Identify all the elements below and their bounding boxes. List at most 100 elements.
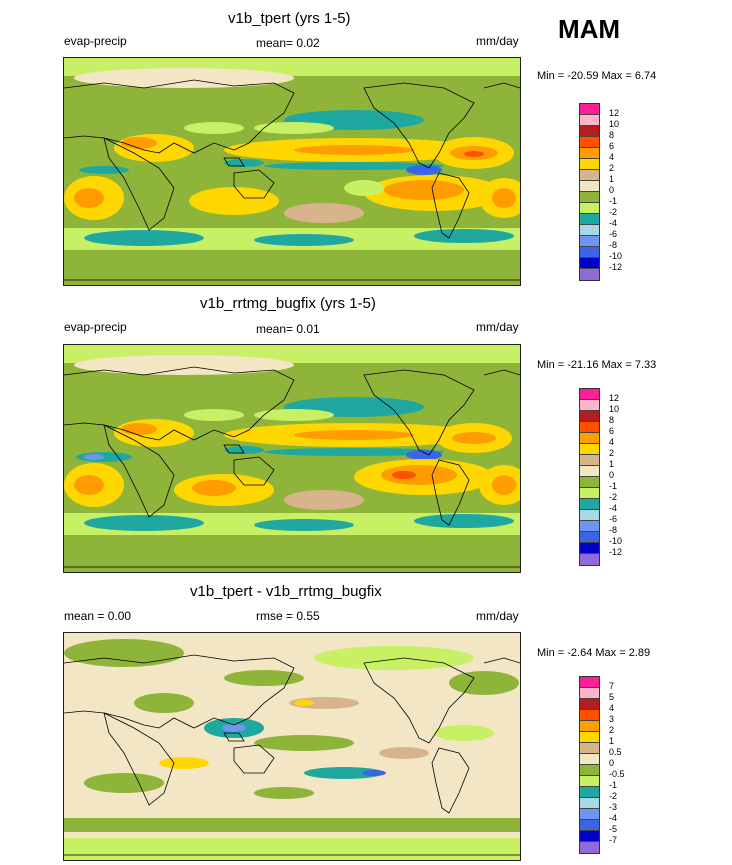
panel2-swatch	[580, 521, 599, 532]
panel1-tick-label: -6	[609, 229, 618, 239]
panel3-tick-label: 3	[609, 714, 615, 724]
panel1-tick-label: -10	[609, 251, 623, 261]
panel1-tick-label: 0	[609, 185, 615, 195]
panel2-tick-label: -2	[609, 492, 618, 502]
panel2-tick-label: -4	[609, 503, 618, 513]
panel3-swatch	[580, 809, 599, 820]
panel2-swatch	[580, 444, 599, 455]
panel2-tick-label: -1	[609, 481, 618, 491]
panel3-minmax: Min = -2.64 Max = 2.89	[537, 647, 651, 659]
panel1-swatch	[580, 159, 599, 170]
panel3-swatch	[580, 798, 599, 809]
panel1-swatch	[580, 225, 599, 236]
panel1-tick-label: 4	[609, 152, 615, 162]
panel2-tick-label: 1	[609, 459, 615, 469]
panel1-swatch	[580, 247, 599, 258]
panel1-swatch	[580, 203, 599, 214]
panel2-tick-label: 12	[609, 393, 620, 403]
panel3-tick-label: 5	[609, 692, 615, 702]
panel3-rmse-label: rmse = 0.55	[256, 609, 320, 623]
panel1-swatch	[580, 214, 599, 225]
panel1-swatch	[580, 269, 599, 280]
panel3-swatch	[580, 820, 599, 831]
panel2-tick-label: 2	[609, 448, 615, 458]
panel2-title: v1b_rrtmg_bugfix (yrs 1-5)	[200, 295, 376, 312]
panel2-tick-label: 8	[609, 415, 615, 425]
panel1-tick-label: 6	[609, 141, 615, 151]
panel2-units-label: mm/day	[476, 320, 519, 334]
panel1-swatch	[580, 192, 599, 203]
panel1-tick-label: -12	[609, 262, 623, 272]
panel2-map	[63, 344, 521, 573]
panel3-swatch	[580, 743, 599, 754]
panel3-swatch	[580, 776, 599, 787]
season-label: MAM	[558, 14, 621, 44]
panel3-mean-label: mean = 0.00	[64, 609, 132, 623]
panel2-swatch	[580, 400, 599, 411]
panel1-tick-label: -8	[609, 240, 618, 250]
panel1-tick-label: -2	[609, 207, 618, 217]
panel3-tick-label: -1	[609, 780, 618, 790]
panel2-tick-label: -10	[609, 536, 623, 546]
panel3-swatch	[580, 765, 599, 776]
panel2-swatch	[580, 488, 599, 499]
panel3-tick-label: -0.5	[609, 769, 625, 779]
panel1-tick-label: 8	[609, 130, 615, 140]
panel2-colorbar	[579, 388, 600, 566]
panel3-map	[63, 632, 521, 861]
panel1-swatch	[580, 258, 599, 269]
panel3-units-label: mm/day	[476, 609, 519, 623]
panel1-tick-label: 12	[609, 108, 620, 118]
panel1-swatch	[580, 236, 599, 247]
panel3-tick-label: 1	[609, 736, 615, 746]
panel1-colorbar	[579, 103, 600, 281]
panel1-tick-label: -1	[609, 196, 618, 206]
panel3-swatch	[580, 787, 599, 798]
panel3-tick-label: -5	[609, 824, 618, 834]
panel2-tick-label: -8	[609, 525, 618, 535]
panel3-tick-label: -2	[609, 791, 618, 801]
panel2-swatch	[580, 532, 599, 543]
panel3-swatch	[580, 842, 599, 853]
panel2-swatch	[580, 554, 599, 565]
panel2-swatch	[580, 455, 599, 466]
panel2-swatch	[580, 466, 599, 477]
panel3-tick-label: 4	[609, 703, 615, 713]
panel2-swatch	[580, 411, 599, 422]
panel2-swatch	[580, 499, 599, 510]
panel1-swatch	[580, 170, 599, 181]
panel2-tick-label: 6	[609, 426, 615, 436]
panel2-tick-label: 10	[609, 404, 620, 414]
panel3-colorbar	[579, 676, 600, 854]
panel3-swatch	[580, 699, 599, 710]
panel3-tick-label: 0	[609, 758, 615, 768]
panel1-tick-label: 2	[609, 163, 615, 173]
panel2-left-label: evap-precip	[64, 320, 127, 334]
panel3-swatch	[580, 732, 599, 743]
panel3-tick-label: 2	[609, 725, 615, 735]
panel2-swatch	[580, 510, 599, 521]
panel3-tick-label: 0.5	[609, 747, 622, 757]
panel2-tick-label: 0	[609, 470, 615, 480]
panel2-swatch	[580, 543, 599, 554]
panel1-tick-label: 10	[609, 119, 620, 129]
panel1-swatch	[580, 126, 599, 137]
panel3-swatch	[580, 677, 599, 688]
panel2-tick-label: -12	[609, 547, 623, 557]
panel2-minmax: Min = -21.16 Max = 7.33	[537, 359, 657, 371]
panel1-minmax: Min = -20.59 Max = 6.74	[537, 70, 657, 82]
panel3-tick-label: -7	[609, 835, 618, 845]
panel3-tick-label: -3	[609, 802, 618, 812]
panel3-tick-label: 7	[609, 681, 615, 691]
panel2-mean-label: mean= 0.01	[256, 322, 320, 336]
panel1-units-label: mm/day	[476, 34, 519, 48]
panel1-swatch	[580, 181, 599, 192]
panel1-tick-label: 1	[609, 174, 615, 184]
panel3-swatch	[580, 710, 599, 721]
panel3-swatch	[580, 831, 599, 842]
panel1-swatch	[580, 115, 599, 126]
panel3-swatch	[580, 721, 599, 732]
panel2-swatch	[580, 389, 599, 400]
panel1-left-label: evap-precip	[64, 34, 127, 48]
panel2-tick-label: 4	[609, 437, 615, 447]
